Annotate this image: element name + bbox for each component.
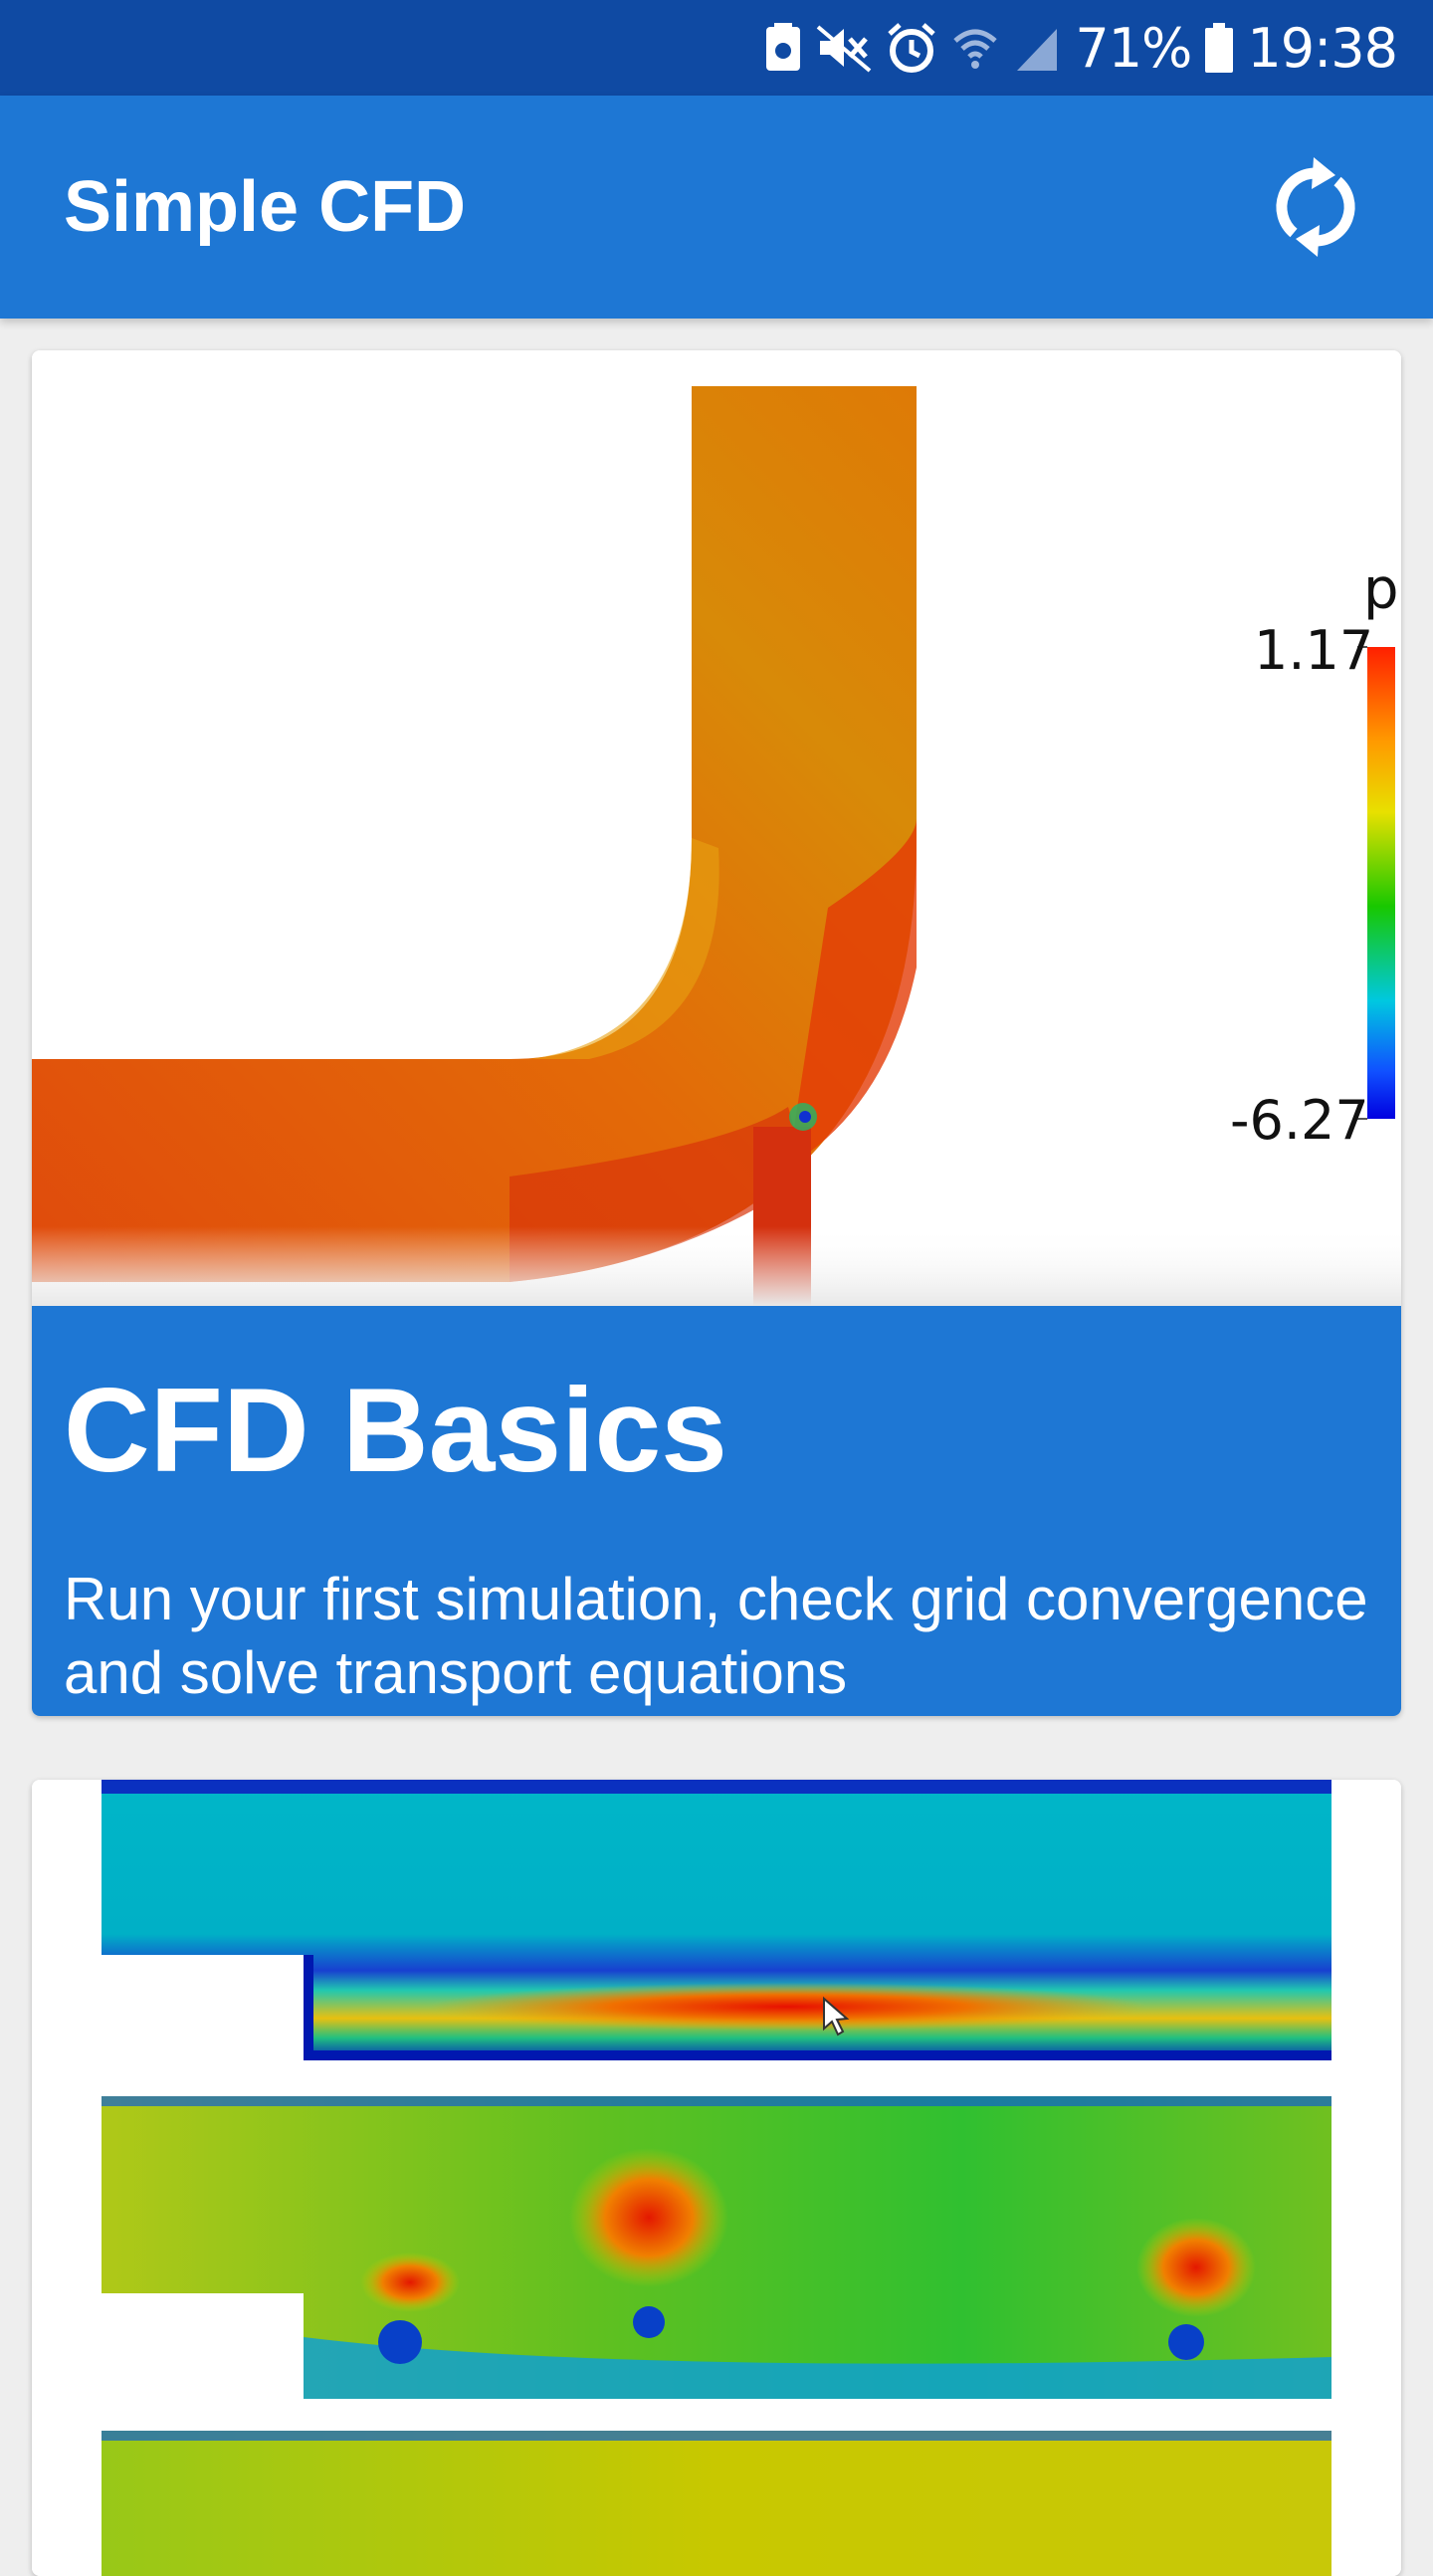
clock: 19:38 bbox=[1247, 16, 1398, 80]
legend-variable: p bbox=[1363, 557, 1399, 622]
card-caption: CFD Basics Run your first simulation, ch… bbox=[32, 1306, 1401, 1716]
app-bar: Simple CFD bbox=[0, 96, 1433, 319]
mute-icon bbox=[816, 23, 872, 73]
battery-percent: 71% bbox=[1075, 16, 1192, 80]
legend-min: -6.27 bbox=[1230, 1089, 1369, 1152]
card-title: CFD Basics bbox=[64, 1364, 727, 1497]
status-icons: 71% 19:38 bbox=[764, 0, 1398, 96]
app-title: Simple CFD bbox=[64, 167, 467, 247]
card-description: Run your first simulation, check grid co… bbox=[64, 1566, 1368, 1706]
battery-icon bbox=[1205, 23, 1234, 73]
signal-icon bbox=[1013, 23, 1061, 73]
storage-icon bbox=[764, 23, 802, 73]
wifi-icon bbox=[951, 23, 999, 73]
step-flow-simulation-image bbox=[32, 1780, 1401, 2576]
course-card-2[interactable] bbox=[32, 1780, 1401, 2576]
refresh-icon bbox=[1276, 157, 1355, 257]
status-bar: 71% 19:38 bbox=[0, 0, 1433, 96]
legend-max: 1.17 bbox=[1254, 619, 1374, 682]
alarm-icon bbox=[886, 22, 937, 74]
refresh-button[interactable] bbox=[1254, 145, 1377, 269]
pipe-pressure-image bbox=[32, 350, 1401, 1306]
course-card-cfd-basics[interactable]: p 1.17 -6.27 CFD Basics Run your first s… bbox=[32, 350, 1401, 1716]
